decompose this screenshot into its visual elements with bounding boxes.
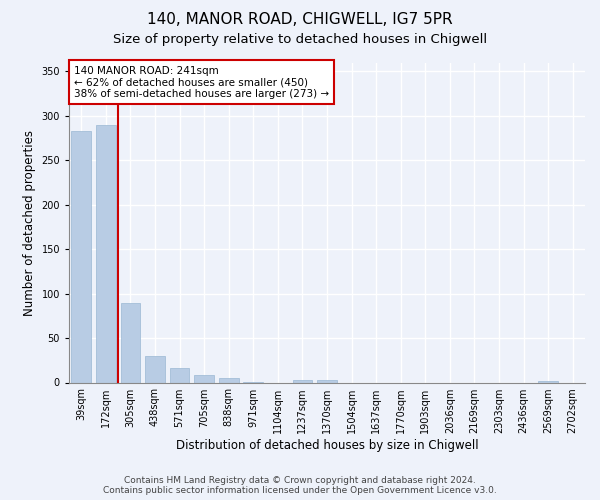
- Bar: [538, 380, 558, 382]
- Text: Contains HM Land Registry data © Crown copyright and database right 2024.
Contai: Contains HM Land Registry data © Crown c…: [103, 476, 497, 495]
- Bar: [71, 131, 91, 382]
- Bar: [219, 378, 239, 382]
- Bar: [170, 368, 190, 382]
- X-axis label: Distribution of detached houses by size in Chigwell: Distribution of detached houses by size …: [176, 438, 478, 452]
- Bar: [96, 124, 116, 382]
- Bar: [194, 376, 214, 382]
- Text: 140 MANOR ROAD: 241sqm
← 62% of detached houses are smaller (450)
38% of semi-de: 140 MANOR ROAD: 241sqm ← 62% of detached…: [74, 66, 329, 99]
- Text: Size of property relative to detached houses in Chigwell: Size of property relative to detached ho…: [113, 32, 487, 46]
- Bar: [317, 380, 337, 382]
- Text: 140, MANOR ROAD, CHIGWELL, IG7 5PR: 140, MANOR ROAD, CHIGWELL, IG7 5PR: [147, 12, 453, 28]
- Bar: [145, 356, 165, 382]
- Bar: [121, 302, 140, 382]
- Bar: [293, 380, 312, 382]
- Y-axis label: Number of detached properties: Number of detached properties: [23, 130, 36, 316]
